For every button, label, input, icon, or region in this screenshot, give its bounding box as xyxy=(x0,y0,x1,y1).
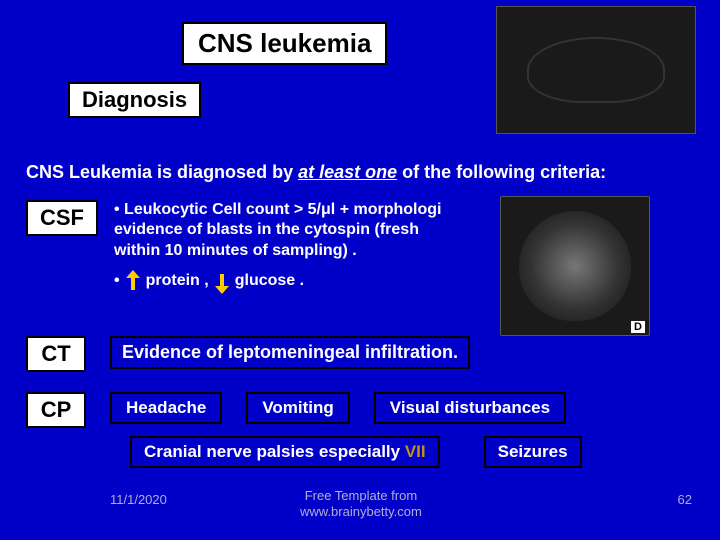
arrow-up-icon xyxy=(126,272,140,292)
csf-label: CSF xyxy=(26,200,98,236)
csf-bullet-1: • Leukocytic Cell count > 5/μl + morphol… xyxy=(114,200,512,261)
cp-item-headache: Headache xyxy=(110,392,222,424)
criteria-prefix: CNS Leukemia is diagnosed by xyxy=(26,162,298,182)
cp-label: CP xyxy=(26,392,86,428)
criteria-suffix: of the following criteria: xyxy=(397,162,606,182)
arrow-down-icon xyxy=(215,272,229,292)
image-ct-brain: D xyxy=(500,196,650,336)
cp-row-2: Cranial nerve palsies especially VII Sei… xyxy=(130,436,582,468)
footer-attribution: Free Template from www.brainybetty.com xyxy=(300,488,422,519)
cp-item-seizures: Seizures xyxy=(484,436,582,468)
csf-content: • Leukocytic Cell count > 5/μl + morphol… xyxy=(114,200,512,292)
roman-numeral: VII xyxy=(405,442,426,461)
footer-date: 11/1/2020 xyxy=(110,492,167,507)
ct-content: Evidence of leptomeningeal infiltration. xyxy=(110,336,470,369)
criteria-sentence: CNS Leukemia is diagnosed by at least on… xyxy=(26,162,606,183)
ct-label: CT xyxy=(26,336,86,372)
slide-number: 62 xyxy=(678,492,692,507)
criteria-emphasis: at least one xyxy=(298,162,397,182)
csf-bullet-2: • protein , glucose . xyxy=(114,271,512,291)
cp-row-1: Headache Vomiting Visual disturbances xyxy=(110,392,566,424)
cp-item-vomiting: Vomiting xyxy=(246,392,349,424)
image-ct-skull-base xyxy=(496,6,696,134)
cp-item-visual: Visual disturbances xyxy=(374,392,566,424)
slide-title: CNS leukemia xyxy=(182,22,387,65)
image-corner-label: D xyxy=(631,321,645,333)
cp-item-cranial-nerve: Cranial nerve palsies especially VII xyxy=(130,436,440,468)
section-heading: Diagnosis xyxy=(68,82,201,118)
